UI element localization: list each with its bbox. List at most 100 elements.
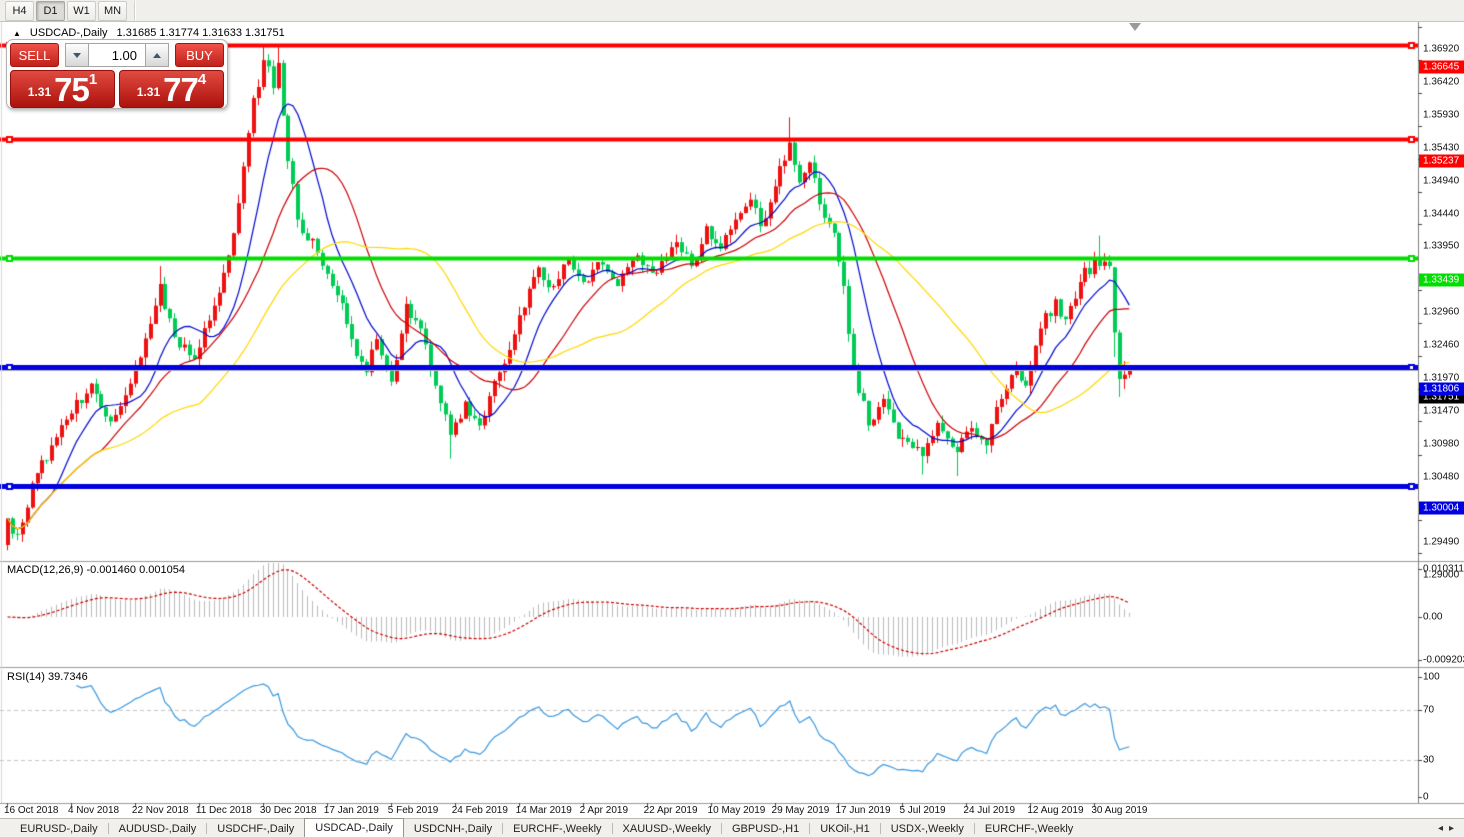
timeframe-toolbar: H4 D1 W1 MN <box>0 0 1464 22</box>
price-tick-label: 1.31470 <box>1423 405 1460 417</box>
tab-scroll-left-button[interactable]: ◂ <box>1437 822 1443 834</box>
tab-eurchf-weekly[interactable]: EURCHF-,Weekly <box>984 822 1074 835</box>
sell-price-pip-digit: 1 <box>88 71 98 88</box>
timeframe-button-d1[interactable]: D1 <box>36 0 65 21</box>
price-tick-label: 1.31970 <box>1423 372 1460 384</box>
buy-price-big-digits: 77 <box>163 71 199 108</box>
collapse-arrow-icon[interactable]: ▲ <box>13 28 21 38</box>
chart-header: ▲ USDCAD-,Daily 1.31685 1.31774 1.31633 … <box>13 27 285 39</box>
macd-tick-label: -0.009203 <box>1423 654 1464 666</box>
price-tick-label: 1.36920 <box>1423 43 1460 55</box>
date-label: 12 Aug 2019 <box>1027 805 1084 816</box>
rsi-tick-label: 0 <box>1423 791 1429 803</box>
price-tick-label: 1.35430 <box>1423 142 1460 154</box>
price-line-badge: 1.33439 <box>1419 273 1464 287</box>
buy-price-button[interactable]: 1.31 77 4 <box>119 70 224 108</box>
date-label: 11 Dec 2018 <box>195 805 252 816</box>
rsi-tick-label: 100 <box>1423 671 1440 683</box>
buy-button[interactable]: BUY <box>175 43 224 67</box>
timeframe-button-mn[interactable]: MN <box>98 0 127 21</box>
date-label: 29 May 2019 <box>771 805 830 816</box>
tab-separator <box>107 823 109 834</box>
price-tick-label: 1.35930 <box>1423 109 1460 121</box>
price-tick-label: 1.30980 <box>1423 438 1460 449</box>
caret-down-icon <box>73 52 81 58</box>
date-label: 30 Aug 2019 <box>1091 805 1148 816</box>
price-line-badge: 1.31806 <box>1419 382 1464 396</box>
price-tick-label: 1.36420 <box>1423 76 1460 88</box>
volume-field[interactable]: 1.00 <box>89 43 145 67</box>
tab-ukoil-h1[interactable]: UKOil-,H1 <box>820 822 870 835</box>
price-tick-label: 1.32460 <box>1423 339 1460 351</box>
price-tick-label: 1.29000 <box>1423 569 1460 581</box>
price-line-badge: 1.30004 <box>1419 501 1464 515</box>
price-chart-canvas[interactable] <box>0 22 1464 818</box>
tab-scroll-arrows: ◂ ▸ <box>1438 819 1464 837</box>
tab-eurchf-weekly[interactable]: EURCHF-,Weekly <box>513 822 602 835</box>
buy-price-pip-digit: 4 <box>197 71 207 88</box>
caret-up-icon <box>153 52 161 58</box>
volume-decrease-button[interactable] <box>65 43 89 67</box>
date-label: 24 Jul 2019 <box>963 805 1016 816</box>
tab-separator <box>611 823 613 834</box>
rsi-tick-label: 70 <box>1423 704 1435 715</box>
tab-usdx-weekly[interactable]: USDX-,Weekly <box>890 822 964 835</box>
macd-tick-label: 0.00 <box>1423 611 1443 623</box>
one-click-trading-panel: SELL 1.00 BUY 1.31 75 1 1.31 77 4 <box>6 39 228 109</box>
date-label: 30 Dec 2018 <box>259 805 317 816</box>
timeframe-button-h4[interactable]: H4 <box>5 0 34 21</box>
sell-button[interactable]: SELL <box>10 43 59 67</box>
price-line-badge: 1.35237 <box>1419 154 1464 168</box>
tab-audusd-daily[interactable]: AUDUSD-,Daily <box>118 822 197 835</box>
price-line-badge: 1.36645 <box>1419 60 1464 74</box>
tab-separator <box>720 823 722 834</box>
price-tick-label: 1.30480 <box>1423 471 1460 483</box>
date-label: 22 Nov 2018 <box>131 805 189 816</box>
toolbar-separator <box>134 0 136 21</box>
date-label: 24 Feb 2019 <box>451 805 508 816</box>
tab-eurusd-daily[interactable]: EURUSD-,Daily <box>20 822 98 835</box>
tab-separator <box>973 823 975 834</box>
macd-indicator-label: MACD(12,26,9) -0.001460 0.001054 <box>7 564 185 576</box>
price-tick-label: 1.33950 <box>1423 240 1460 252</box>
chart-symbol-label: USDCAD-,Daily <box>29 27 108 39</box>
buy-price-prefix: 1.31 <box>136 85 161 99</box>
rsi-tick-label: 30 <box>1423 754 1435 765</box>
timeframe-button-w1[interactable]: W1 <box>67 0 96 21</box>
sell-price-prefix: 1.31 <box>27 85 52 99</box>
tab-gbpusd-h1[interactable]: GBPUSD-,H1 <box>731 822 800 835</box>
macd-tick-label: 0.010311 <box>1423 563 1464 575</box>
tab-scroll-right-button[interactable]: ▸ <box>1448 822 1454 834</box>
tab-separator <box>206 823 208 834</box>
tab-usdchf-daily[interactable]: USDCHF-,Daily <box>217 822 295 835</box>
date-label: 16 Oct 2018 <box>4 805 59 816</box>
volume-increase-button[interactable] <box>145 43 169 67</box>
rsi-indicator-label: RSI(14) 39.7346 <box>7 671 88 683</box>
date-label: 17 Jun 2019 <box>835 805 891 816</box>
date-label: 5 Jul 2019 <box>899 805 946 816</box>
chart-ohlc-values: 1.31685 1.31774 1.31633 1.31751 <box>116 27 285 39</box>
tab-usdcnh-daily[interactable]: USDCNH-,Daily <box>413 822 493 835</box>
tab-separator <box>502 823 504 834</box>
sell-price-big-digits: 75 <box>54 71 90 108</box>
tab-usdcad-daily[interactable]: USDCAD-,Daily <box>304 818 404 837</box>
price-tick-label: 1.29490 <box>1423 536 1460 548</box>
date-label: 4 Nov 2018 <box>67 805 120 816</box>
date-label: 2 Apr 2019 <box>579 805 628 816</box>
price-tick-label: 1.32960 <box>1423 306 1460 318</box>
date-label: 5 Feb 2019 <box>387 805 439 816</box>
chart-tab-bar: EURUSD-,Daily AUDUSD-,Daily USDCHF-,Daily U… <box>0 818 1464 837</box>
date-label: 14 Mar 2019 <box>515 805 572 816</box>
price-tick-label: 1.34940 <box>1423 175 1460 186</box>
tab-separator <box>809 823 811 834</box>
date-label: 10 May 2019 <box>707 805 766 816</box>
price-tick-label: 1.34440 <box>1423 208 1460 220</box>
tab-xauusd-weekly[interactable]: XAUUSD-,Weekly <box>622 822 711 835</box>
sell-price-button[interactable]: 1.31 75 1 <box>10 70 115 108</box>
tab-separator <box>879 823 881 834</box>
date-label: 17 Jan 2019 <box>323 805 379 816</box>
date-label: 22 Apr 2019 <box>643 805 698 816</box>
chart-shift-icon[interactable] <box>1129 23 1141 31</box>
tabs-holder: EURUSD-,Daily AUDUSD-,Daily USDCHF-,Daily U… <box>10 818 1083 837</box>
